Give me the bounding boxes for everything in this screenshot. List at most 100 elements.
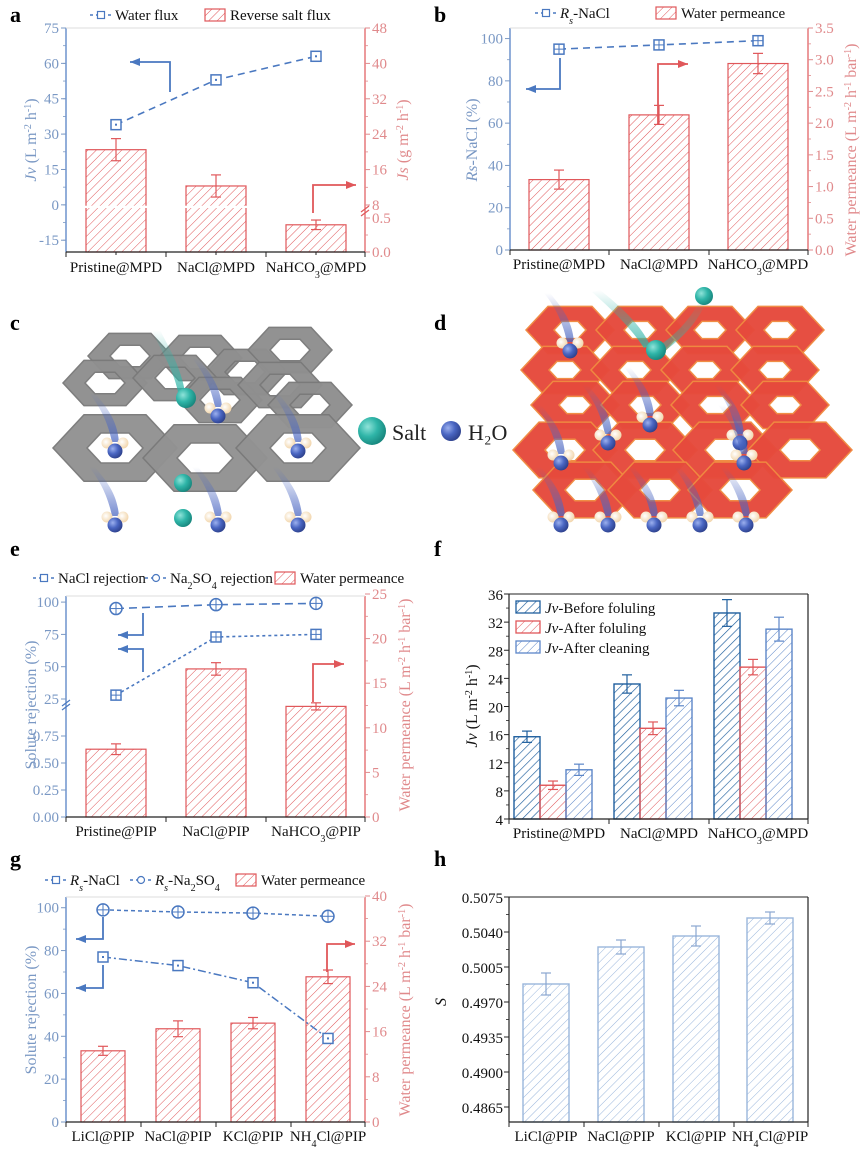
bar-water-permeance <box>305 976 351 1123</box>
y-axis-label: S <box>433 998 450 1006</box>
category-label: NaCl@MPD <box>620 826 698 842</box>
y-tick-label: 20 <box>488 701 503 717</box>
panel-label-a: a <box>10 2 21 27</box>
y-tick-label-right: 0.0 <box>372 245 391 261</box>
illustration-d-red-membrane <box>511 287 854 533</box>
oxygen-atom <box>210 408 226 424</box>
bar-water-permeance <box>628 114 690 251</box>
y-tick-label-right: 0 <box>372 1115 380 1131</box>
y-axis-label-left: Jv (L m-2 h-1) <box>23 98 41 181</box>
arrow-head <box>678 60 688 68</box>
water-trail <box>272 393 302 442</box>
y-tick-label: 32 <box>488 616 503 632</box>
y-tick-label-right: 32 <box>372 92 387 108</box>
category-label: Pristine@MPD <box>70 260 162 276</box>
water-ball-icon <box>441 421 461 441</box>
legend-label: Rs-NaCl <box>559 6 610 27</box>
water-trail <box>628 467 658 516</box>
water-trail <box>89 467 119 516</box>
y-tick-label: 15 <box>44 162 59 178</box>
y-tick-label: 100 <box>37 595 60 611</box>
arrow-head <box>76 984 86 992</box>
arrow-to-right-axis <box>312 184 356 213</box>
y-tick-label: 28 <box>488 644 503 660</box>
chart-h: 0.4865 0.4900 0.4935 0.4970 0.5005 0.5040 0.50… <box>433 891 809 1149</box>
y-tick-label-right: 3.0 <box>815 53 834 69</box>
line-na2so4-rejection <box>115 602 317 610</box>
bar-jv-after-cleaning <box>765 628 793 820</box>
bar-s-value <box>746 917 794 1123</box>
arrow-to-left-axis <box>118 648 144 672</box>
y-axis-label-left: Solute rejection (%) <box>23 641 40 770</box>
category-label: KCl@PIP <box>666 1129 727 1145</box>
water-trail <box>674 467 704 516</box>
y-tick-label-right: 15 <box>372 676 387 692</box>
marker-dot <box>177 964 179 967</box>
legend-circle-marker <box>136 875 146 885</box>
marker-dot <box>102 956 104 958</box>
legend-hatch-swatch <box>274 571 296 585</box>
y-tick-label: 36 <box>488 588 504 604</box>
oxygen-atom <box>642 417 658 433</box>
bar-water-permeance <box>528 178 590 251</box>
legend-label: Water permeance <box>300 571 404 587</box>
water-trail <box>535 405 565 454</box>
panel-label-g: g <box>10 846 21 871</box>
oxygen-atom <box>290 443 306 459</box>
bar-s-value <box>597 946 645 1123</box>
water-trail <box>535 467 565 516</box>
category-label: Pristine@MPD <box>513 826 605 842</box>
category-label: NaHCO3@MPD <box>708 826 809 847</box>
oxygen-atom <box>553 455 569 471</box>
y-tick-label: 16 <box>488 729 504 745</box>
y-tick-label: 0.5040 <box>462 926 503 942</box>
legend-square-marker <box>541 8 551 18</box>
marker-dot <box>252 981 254 984</box>
bar-jv-after-foluling <box>739 666 767 820</box>
bar-jv-after-foluling <box>639 727 667 820</box>
hexagon-ring <box>61 359 149 407</box>
water-trail <box>89 393 119 442</box>
bar-water-permeance <box>85 748 147 818</box>
arrow-to-left-axis <box>130 61 171 92</box>
arrow-to-left-axis <box>526 58 561 90</box>
legend-label: Jv-Before foluling <box>545 601 656 617</box>
oxygen-atom <box>692 517 708 533</box>
category-label: NaHCO3@MPD <box>708 257 809 278</box>
y-axis-label-left: Rs-NaCl (%) <box>464 98 481 182</box>
legend-label: Na2SO4 rejection <box>170 571 273 592</box>
y-tick-label: 40 <box>44 1029 59 1045</box>
y-tick-label: 100 <box>481 32 504 48</box>
chart-g: 0 20 40 60 80 100 0 8 16 24 32 40 LiCl@PIP NaCl@PIP KC… <box>23 873 414 1149</box>
y-tick-label-right: 0.0 <box>815 243 834 259</box>
hexagon-ring <box>51 413 179 483</box>
category-label: NaHCO3@PIP <box>271 824 361 845</box>
salt-ion <box>174 509 192 527</box>
y-tick-label: 0.50 <box>33 756 59 772</box>
arrow-to-right-axis <box>312 663 344 702</box>
arrow-to-left-axis <box>118 613 144 636</box>
y-tick-label: 75 <box>44 21 59 37</box>
legend-hatch-swatch <box>655 6 677 20</box>
panel-label-c: c <box>10 310 20 335</box>
y-tick-label: 4 <box>496 813 504 829</box>
y-tick-label: 80 <box>44 944 59 960</box>
bar-water-permeance <box>185 668 247 818</box>
charts-layer: -15015304560750.00.581624324048Pristine@… <box>23 6 861 1149</box>
salt-trail <box>660 300 706 350</box>
salt-trail <box>152 330 185 392</box>
arrow-to-left-axis <box>76 917 104 940</box>
salt-ball-icon <box>358 417 386 445</box>
y-tick-label: 20 <box>44 1072 59 1088</box>
y-tick-label-right: 24 <box>372 127 388 143</box>
y-axis-label-right: Water permeance (L m-2 h-1 bar-1) <box>397 599 415 812</box>
water-trail <box>192 467 222 516</box>
category-label: NH4Cl@PIP <box>732 1129 808 1149</box>
arrow-head <box>345 940 355 948</box>
water-trail <box>624 367 654 416</box>
legend-label: Water flux <box>115 8 179 24</box>
illustration-c-gray-membrane <box>51 326 362 533</box>
salt-legend-label: Salt <box>392 420 426 445</box>
legend-hatch-swatch <box>515 620 541 634</box>
salt-trail <box>592 290 650 348</box>
